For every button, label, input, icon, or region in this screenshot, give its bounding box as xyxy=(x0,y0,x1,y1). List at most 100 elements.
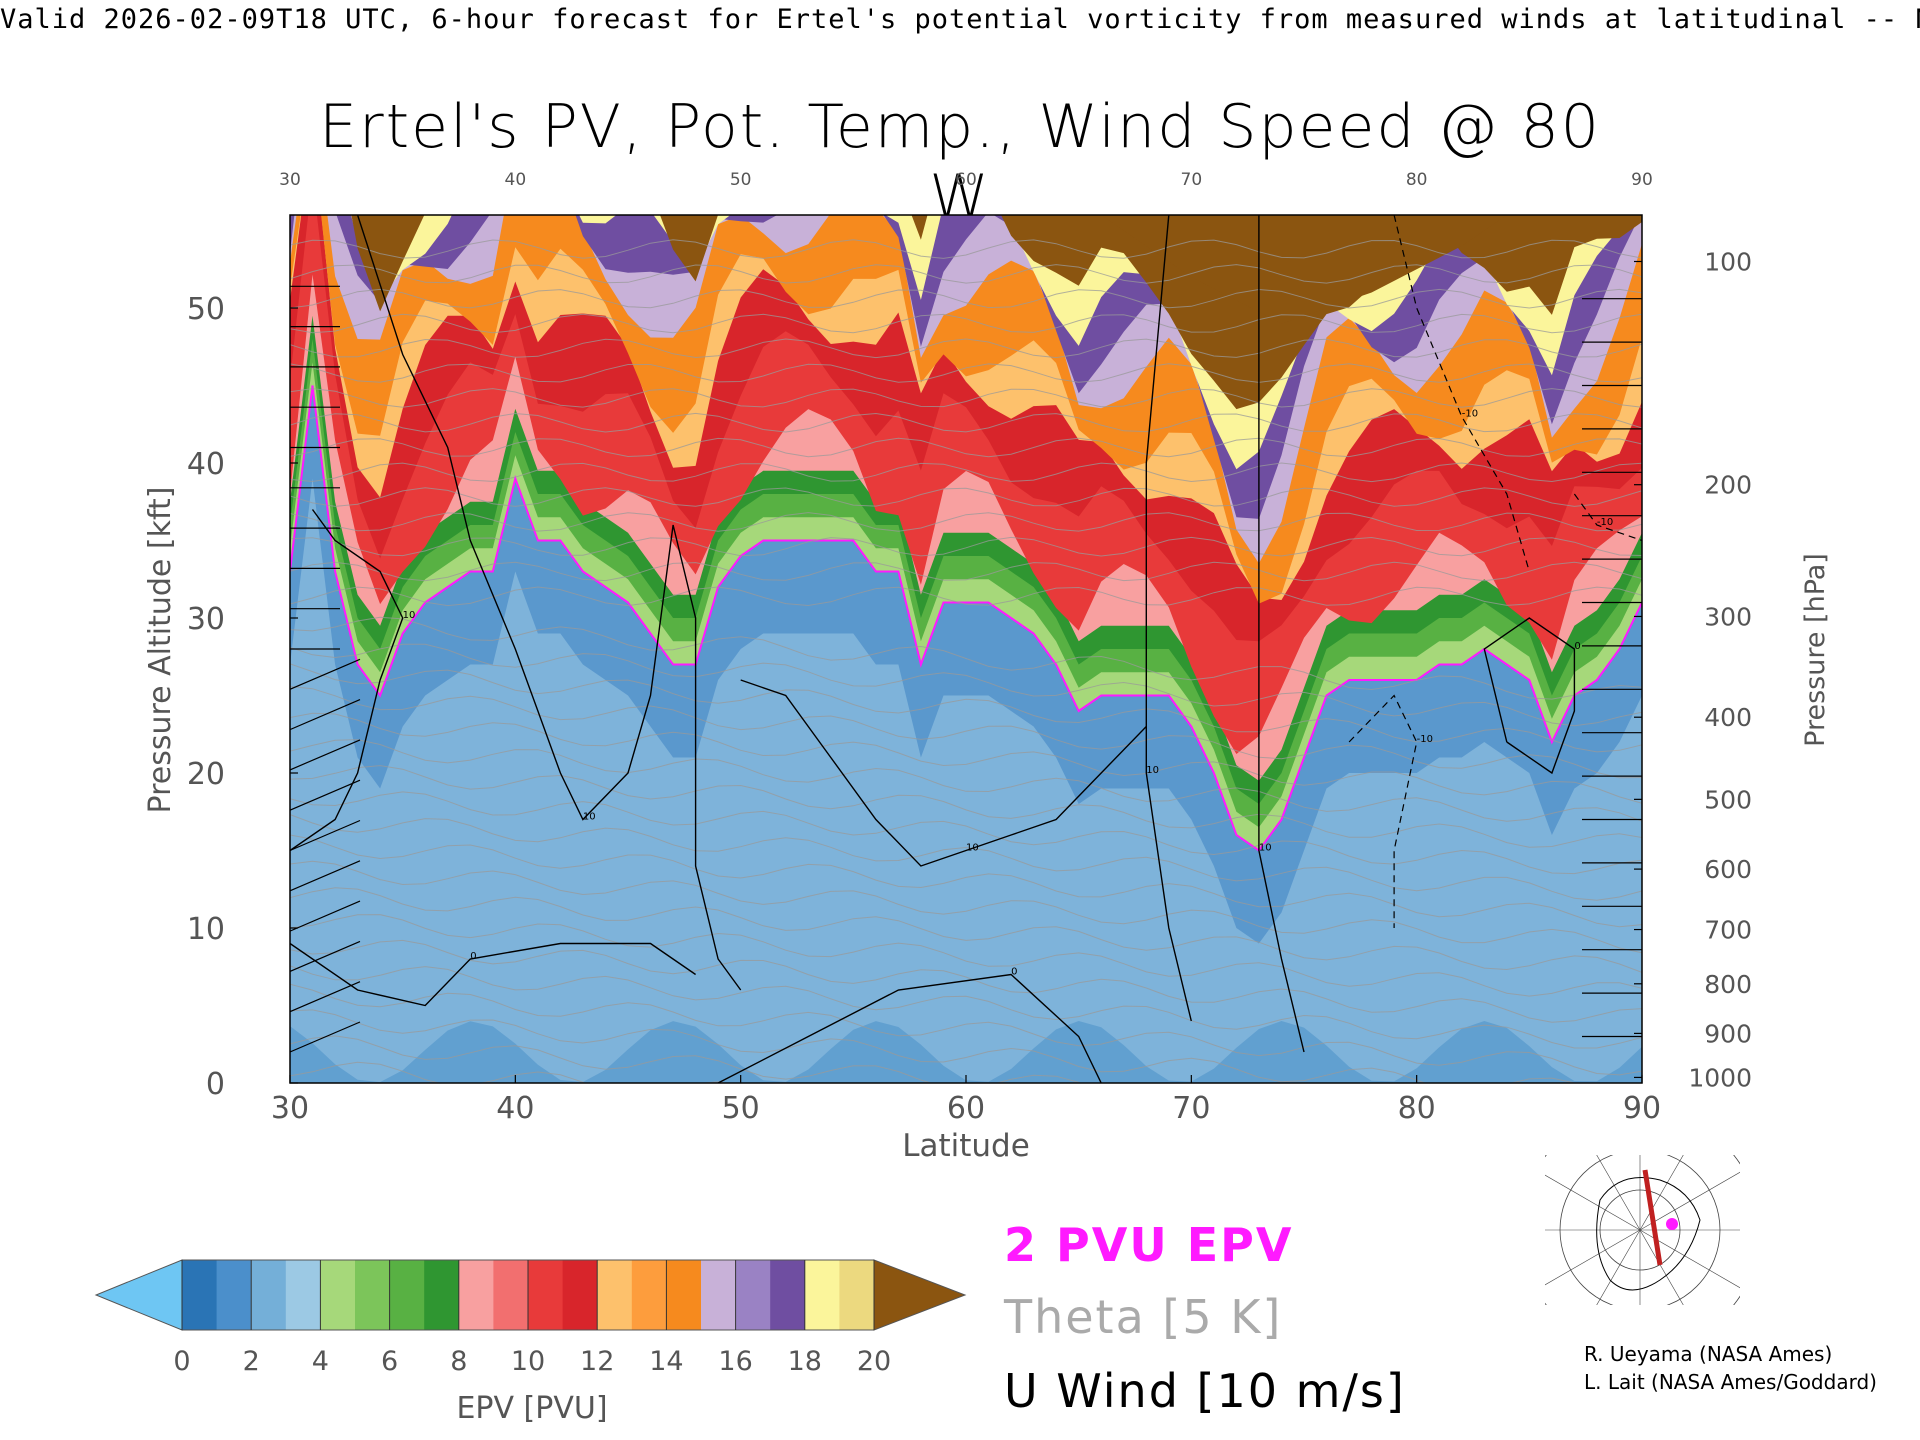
map-meridian-30 xyxy=(1639,1229,1740,1289)
y-tick-label-0: 0 xyxy=(206,1067,225,1102)
upper-trop-band xyxy=(290,385,1642,944)
theta-line-20 xyxy=(290,561,1642,582)
u-wind-line-7 xyxy=(1483,617,1576,775)
colorbar-tick-9: 18 xyxy=(788,1346,822,1377)
colorbar-segment-6 xyxy=(389,1260,425,1330)
theta-line-5 xyxy=(290,939,1642,1023)
theta-line-18 xyxy=(290,616,1642,700)
p-tick-label-3: 400 xyxy=(1704,703,1752,732)
theta-line-21 xyxy=(290,536,1642,557)
left-barb-3 xyxy=(290,900,361,932)
x-tick-label-6: 90 xyxy=(1623,1091,1661,1126)
colorbar-tick-7: 14 xyxy=(649,1346,683,1377)
y-tick-label-3: 30 xyxy=(187,602,225,637)
p-tick-label-8: 900 xyxy=(1704,1019,1752,1048)
u-wind-dashed-0 xyxy=(1348,694,1418,928)
y2-axis-label: Pressure [hPa] xyxy=(1800,553,1831,747)
theta-line-1 xyxy=(290,1035,1082,1083)
u-wind-label-4: 10 xyxy=(403,610,416,621)
credit-lait: L. Lait (NASA Ames/Goddard) xyxy=(1584,1370,1877,1394)
p-tick-label-1: 200 xyxy=(1704,471,1752,500)
locator-map xyxy=(1545,1155,1740,1305)
colorbar-segment-17 xyxy=(770,1260,806,1330)
u-wind-line-3 xyxy=(1258,215,1305,1053)
y-tick-label-2: 20 xyxy=(187,757,225,792)
theta-line-11 xyxy=(290,791,1642,875)
p-tick-label-6: 700 xyxy=(1704,916,1752,945)
left-barb-4 xyxy=(290,860,361,892)
epv-field xyxy=(290,215,1642,1083)
map-meridian-210 xyxy=(1545,1174,1641,1231)
theta-line-0 xyxy=(290,1061,729,1083)
x-tick-label-3: 60 xyxy=(947,1091,985,1126)
theta-line-12 xyxy=(290,765,1642,848)
x-tick-label-2: 50 xyxy=(722,1091,760,1126)
left-barb-6 xyxy=(290,779,361,811)
colorbar-segment-11 xyxy=(562,1260,598,1330)
header-valid-time: Valid 2026-02-09T18 UTC, 6-hour forecast… xyxy=(0,4,1920,35)
max-pv-region xyxy=(1101,215,1507,324)
p-tick-label-4: 500 xyxy=(1704,785,1752,814)
colorbar-segment-0 xyxy=(182,1260,218,1330)
y-axis-label: Pressure Altitude [kft] xyxy=(143,487,178,814)
theta-line-25 xyxy=(290,437,1642,458)
x-tick-label-0: 30 xyxy=(271,1091,309,1126)
left-barb-7 xyxy=(290,739,361,771)
theta-line-33 xyxy=(290,239,1642,259)
map-cross-section-line xyxy=(1642,1169,1663,1266)
credit-ueyama: R. Ueyama (NASA Ames) xyxy=(1584,1342,1833,1366)
theta-line-16 xyxy=(290,663,1642,753)
colorbar-segment-8 xyxy=(458,1260,494,1330)
top-tick-label-1: 40 xyxy=(505,170,527,190)
colorbar-under-arrow xyxy=(94,1259,183,1331)
colorbar-tick-8: 16 xyxy=(718,1346,752,1377)
theta-line-14 xyxy=(290,712,1642,804)
left-barb-0 xyxy=(290,1021,361,1053)
wind-barbs xyxy=(290,285,1642,1053)
u-wind-label-2: 10 xyxy=(1146,765,1159,776)
colorbar-segment-4 xyxy=(320,1260,356,1330)
u-wind-line-0 xyxy=(356,215,742,991)
u-wind-dashed-label-0: -10 xyxy=(1417,734,1433,745)
theta-line-17 xyxy=(290,643,1642,727)
colorbar-segment-5 xyxy=(355,1260,391,1330)
colorbar-tick-3: 6 xyxy=(381,1346,398,1377)
u-wind-dashed-2 xyxy=(1573,493,1642,542)
left-barb-8 xyxy=(290,699,361,731)
colorbar-segment-12 xyxy=(597,1260,633,1330)
top-tick-label-5: 80 xyxy=(1406,170,1428,190)
colorbar-segment-7 xyxy=(424,1260,460,1330)
theta-line-23 xyxy=(290,487,1642,507)
theta-contours xyxy=(290,239,1642,1083)
theta-line-31 xyxy=(290,288,1642,309)
legend-u-wind: U Wind [10 m/s] xyxy=(1004,1364,1406,1418)
legend-theta: Theta [5 K] xyxy=(1004,1290,1283,1344)
p-tick-label-9: 1000 xyxy=(1688,1063,1752,1092)
theta-line-3 xyxy=(290,983,1642,1076)
p-tick-label-2: 300 xyxy=(1704,602,1752,631)
theta-line-13 xyxy=(290,739,1642,822)
colorbar-tick-10: 20 xyxy=(857,1346,891,1377)
map-meridian-150 xyxy=(1545,1229,1641,1286)
map-meridian-240 xyxy=(1596,1155,1641,1231)
left-barb-5 xyxy=(290,819,361,852)
theta-line-4 xyxy=(290,965,1642,1049)
u-wind-dashed-label-2: -10 xyxy=(1597,517,1613,528)
x-tick-label-5: 80 xyxy=(1398,1091,1436,1126)
colorbar-over-arrow xyxy=(873,1259,967,1331)
y-tick-label-4: 40 xyxy=(187,447,225,482)
colorbar-tick-4: 8 xyxy=(450,1346,467,1377)
colorbar-tick-0: 0 xyxy=(173,1346,190,1377)
colorbar-segment-13 xyxy=(631,1260,667,1330)
colorbar-segment-19 xyxy=(839,1260,875,1330)
theta-line-10 xyxy=(290,814,1642,901)
u-wind-label-7: 0 xyxy=(1574,641,1580,652)
theta-line-32 xyxy=(290,264,1642,284)
theta-line-29 xyxy=(290,338,1642,359)
u-wind-label-6: 0 xyxy=(1011,967,1017,978)
colorbar-segment-10 xyxy=(528,1260,564,1330)
theta-line-7 xyxy=(290,887,1642,973)
theta-line-27 xyxy=(290,388,1642,408)
colorbar-segment-1 xyxy=(216,1260,252,1330)
